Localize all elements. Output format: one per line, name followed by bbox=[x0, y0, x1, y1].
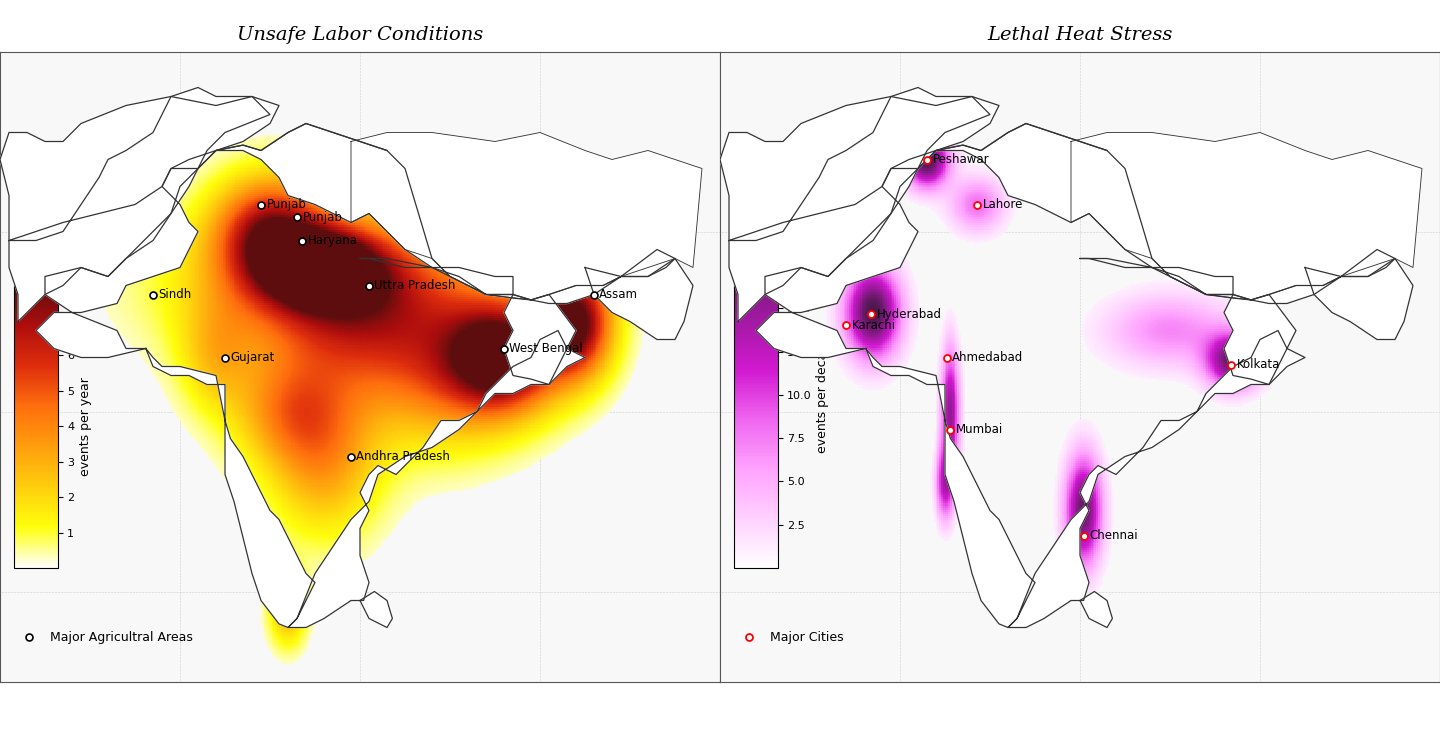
Text: Karachi: Karachi bbox=[851, 319, 896, 331]
Polygon shape bbox=[1224, 295, 1296, 385]
Polygon shape bbox=[36, 123, 675, 358]
Text: Uttra Pradesh: Uttra Pradesh bbox=[374, 279, 456, 292]
Polygon shape bbox=[1305, 259, 1413, 339]
Text: Peshawar: Peshawar bbox=[933, 153, 989, 166]
Polygon shape bbox=[351, 133, 703, 300]
Text: West Bengal: West Bengal bbox=[510, 342, 583, 355]
Text: Ahmedabad: Ahmedabad bbox=[952, 351, 1024, 364]
Text: Mumbai: Mumbai bbox=[956, 423, 1004, 436]
Polygon shape bbox=[729, 87, 991, 240]
Text: Assam: Assam bbox=[599, 288, 638, 301]
Polygon shape bbox=[9, 87, 271, 240]
Text: Major Agricultral Areas: Major Agricultral Areas bbox=[50, 631, 193, 644]
Text: Chennai: Chennai bbox=[1089, 529, 1138, 542]
Polygon shape bbox=[0, 97, 279, 322]
Polygon shape bbox=[585, 259, 693, 339]
Title: Unsafe Labor Conditions: Unsafe Labor Conditions bbox=[236, 26, 484, 45]
Polygon shape bbox=[360, 592, 392, 627]
Text: Gujarat: Gujarat bbox=[230, 351, 275, 364]
Text: Major Cities: Major Cities bbox=[770, 631, 844, 644]
Text: Hyderabad: Hyderabad bbox=[877, 308, 942, 321]
Polygon shape bbox=[504, 295, 576, 385]
Text: Punjab: Punjab bbox=[266, 198, 307, 211]
Polygon shape bbox=[756, 123, 1395, 358]
Polygon shape bbox=[1080, 592, 1112, 627]
Text: Andhra Pradesh: Andhra Pradesh bbox=[356, 450, 451, 463]
Polygon shape bbox=[145, 331, 585, 627]
Text: Lahore: Lahore bbox=[982, 198, 1024, 211]
Text: Haryana: Haryana bbox=[308, 234, 357, 247]
Polygon shape bbox=[1071, 133, 1423, 300]
Text: Punjab: Punjab bbox=[302, 210, 343, 224]
Title: Lethal Heat Stress: Lethal Heat Stress bbox=[988, 26, 1172, 45]
Text: Kolkata: Kolkata bbox=[1237, 358, 1280, 371]
Polygon shape bbox=[865, 331, 1305, 627]
Polygon shape bbox=[720, 97, 999, 322]
Text: Sindh: Sindh bbox=[158, 288, 192, 301]
